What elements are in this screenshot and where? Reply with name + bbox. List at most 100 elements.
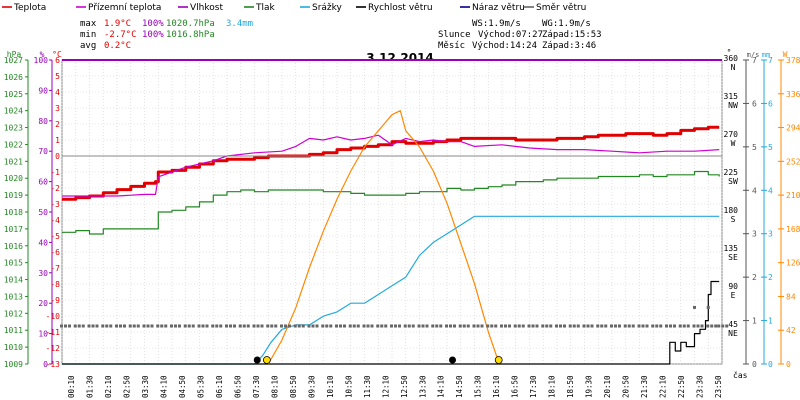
legend-label-5: Rychlost větru xyxy=(368,3,433,13)
axis-dir-compass-4: S xyxy=(731,215,736,224)
moon-label: Měsíc xyxy=(438,41,465,51)
wind-dir-point-27-2 xyxy=(439,324,443,328)
wind-dir-point-26-1 xyxy=(421,324,425,328)
wind-dir-point-25-2 xyxy=(411,324,415,328)
axis-ms-label-7: 7 xyxy=(752,56,757,65)
axis-temp-label-3: -10 xyxy=(46,312,61,321)
wind-dir-point-10-2 xyxy=(205,324,209,328)
wind-dir-point-17-1 xyxy=(297,324,301,328)
axis-pressure-label-11: 1020 xyxy=(4,174,23,183)
x-tick-label-22: 15:30 xyxy=(474,375,483,398)
axis-pressure-label-9: 1018 xyxy=(4,208,23,217)
wind-dir-late-point-0 xyxy=(693,305,696,309)
x-tick-label-9: 06:50 xyxy=(233,375,242,398)
wind-dir-point-40-0 xyxy=(610,324,613,328)
wind-dir-point-33-1 xyxy=(517,324,521,328)
wind-dir-point-31-1 xyxy=(490,324,494,328)
wind-dir-point-29-0 xyxy=(458,324,462,328)
axis-ms-label-0: 0 xyxy=(752,360,757,369)
axis-pressure-label-10: 1019 xyxy=(4,191,23,200)
wind-dir-point-40-2 xyxy=(618,324,621,328)
stat-min-press: 1016.8hPa xyxy=(166,30,215,40)
wind-dir-point-25-1 xyxy=(407,324,411,328)
stat-max-label: max xyxy=(80,19,97,29)
wind-dir-point-18-1 xyxy=(311,324,315,328)
wind-dir-point-23-1 xyxy=(380,324,384,328)
wind-dir-point-48-1 xyxy=(721,324,725,328)
axis-dir-compass-3: SW xyxy=(728,177,738,186)
x-tick-label-25: 17:30 xyxy=(529,375,538,398)
wind-dir-point-35-2 xyxy=(549,324,553,328)
wind-dir-point-34-1 xyxy=(531,324,535,328)
wind-dir-point-17-2 xyxy=(301,324,305,328)
wind-dir-point-7-1 xyxy=(160,324,164,328)
axis-pressure-label-14: 1023 xyxy=(4,124,23,133)
moon-marker-1 xyxy=(449,356,456,364)
x-tick-label-4: 03:30 xyxy=(141,375,150,398)
axis-pressure-label-6: 1015 xyxy=(4,259,23,268)
wind-dir-point-16-0 xyxy=(280,324,283,328)
axis-dir-compass-6: E xyxy=(731,291,736,300)
wind-dir-point-36-1 xyxy=(559,324,562,328)
wind-dir-point-3-2 xyxy=(109,324,113,328)
wind-dir-point-42-2 xyxy=(645,324,649,328)
axis-humidity-label-9: 90 xyxy=(38,86,48,95)
unit-deg: ° xyxy=(727,48,732,57)
wind-dir-point-23-0 xyxy=(376,324,380,328)
wind-dir-point-12-1 xyxy=(229,324,232,328)
x-tick-label-21: 14:50 xyxy=(455,375,464,398)
wind-dir-point-41-1 xyxy=(627,324,631,328)
wind-dir-point-30-1 xyxy=(476,324,480,328)
wind-dir-point-39-0 xyxy=(596,324,600,328)
wind-dir-point-43-1 xyxy=(655,324,659,328)
legend-label-0: Teplota xyxy=(13,3,46,13)
wind-dir-point-24-0 xyxy=(390,324,393,328)
wind-dir-point-23-2 xyxy=(384,324,388,328)
wind-dir-point-34-2 xyxy=(535,324,539,328)
axis-temp-label-17: 4 xyxy=(55,88,60,97)
axis-mm-label-6: 6 xyxy=(768,99,773,108)
wind-dir-point-33-2 xyxy=(521,324,525,328)
wind-dir-point-44-1 xyxy=(669,324,672,328)
wind-dir-point-13-1 xyxy=(242,324,246,328)
wind-dir-point-11-1 xyxy=(215,324,219,328)
axis-humidity-label-5: 50 xyxy=(38,208,48,217)
x-tick-label-28: 19:30 xyxy=(585,375,594,398)
wind-dir-point-3-1 xyxy=(105,324,109,328)
wind-dir-point-26-0 xyxy=(417,324,421,328)
wind-dir-point-14-2 xyxy=(260,324,264,328)
wind-dir-point-14-0 xyxy=(252,324,256,328)
wind-dir-point-1-0 xyxy=(73,324,77,328)
wind-dir-point-28-1 xyxy=(449,324,452,328)
axis-temp-label-1: -12 xyxy=(46,344,61,353)
wind-dir-point-45-1 xyxy=(682,324,686,328)
wind-dir-point-36-2 xyxy=(563,324,566,328)
wind-dir-point-31-2 xyxy=(494,324,498,328)
wind-dir-point-11-0 xyxy=(211,324,215,328)
wind-dir-point-38-2 xyxy=(590,324,594,328)
series-line-4 xyxy=(62,215,720,365)
axis-mm-label-1: 1 xyxy=(768,317,773,326)
axis-temp-label-12: -1 xyxy=(50,168,60,177)
axis-pressure-label-2: 1011 xyxy=(4,326,23,335)
axis-pressure-label-16: 1025 xyxy=(4,90,23,99)
x-tick-label-29: 20:10 xyxy=(603,375,612,398)
wind-dir-point-10-0 xyxy=(197,324,201,328)
x-tick-label-24: 16:50 xyxy=(511,375,520,398)
axis-dir-label-0: 360 xyxy=(724,54,739,63)
wind-dir-point-4-0 xyxy=(115,324,118,328)
wind-dir-point-20-1 xyxy=(339,324,342,328)
axis-pressure-label-18: 1027 xyxy=(4,56,23,65)
wind-dir-point-15-0 xyxy=(266,324,270,328)
wind-dir-point-39-1 xyxy=(600,324,604,328)
axis-wm2-label-1: 42 xyxy=(786,326,796,335)
axis-ms-label-2: 2 xyxy=(752,273,757,282)
wind-dir-point-19-0 xyxy=(321,324,325,328)
wind-dir-point-36-0 xyxy=(555,324,558,328)
x-tick-label-20: 14:10 xyxy=(437,375,446,398)
x-tick-label-15: 10:50 xyxy=(344,375,353,398)
axis-humidity-label-10: 100 xyxy=(34,56,49,65)
wind-dir-point-9-0 xyxy=(183,324,187,328)
wind-dir-point-6-0 xyxy=(142,324,146,328)
wind-dir-point-22-1 xyxy=(366,324,370,328)
